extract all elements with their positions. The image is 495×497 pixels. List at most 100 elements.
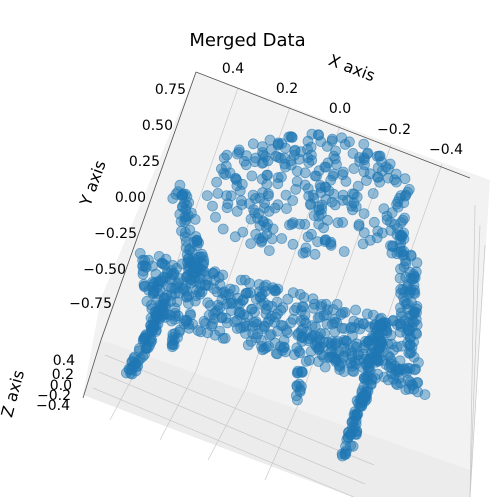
data-point <box>411 377 423 388</box>
grid-line <box>469 204 476 497</box>
data-point <box>229 231 241 243</box>
data-point <box>337 166 349 178</box>
data-point <box>320 298 332 310</box>
data-point <box>396 311 407 323</box>
data-point <box>313 165 325 177</box>
data-point <box>176 225 187 237</box>
data-point <box>222 198 234 210</box>
data-point <box>231 314 243 326</box>
data-point <box>182 297 194 309</box>
data-point <box>281 203 292 215</box>
pane-floor <box>83 340 470 497</box>
data-point <box>183 290 195 302</box>
data-point <box>263 205 275 217</box>
data-point <box>339 138 351 150</box>
data-point <box>406 379 417 390</box>
y-tick-label: −0.50 <box>83 262 126 278</box>
data-point <box>207 200 218 212</box>
data-point <box>296 325 307 336</box>
data-point <box>278 341 290 353</box>
data-point <box>262 300 274 311</box>
data-point <box>224 167 236 179</box>
grid-line <box>159 370 197 441</box>
data-point <box>195 279 207 291</box>
data-point <box>288 149 300 161</box>
data-point <box>325 236 337 248</box>
data-point <box>309 321 321 333</box>
data-point <box>326 135 338 147</box>
data-point <box>395 237 407 249</box>
data-point <box>367 188 379 199</box>
data-point <box>167 338 179 350</box>
data-point <box>266 300 278 312</box>
tick-labels: 0.40.20.0−0.2−0.40.750.500.250.00−0.25−0… <box>36 61 463 414</box>
z-tick-label: 0.4 <box>53 353 75 369</box>
data-point <box>299 309 311 321</box>
data-point <box>266 310 277 322</box>
data-point <box>320 193 332 205</box>
grid-line <box>92 387 355 497</box>
data-point <box>261 178 273 190</box>
data-point <box>264 313 276 325</box>
data-point <box>340 175 352 187</box>
data-point <box>360 335 371 347</box>
data-point <box>247 189 259 201</box>
data-point <box>208 308 219 320</box>
data-point <box>409 288 421 299</box>
data-point <box>190 231 202 242</box>
data-point <box>257 232 269 244</box>
data-point <box>234 185 246 197</box>
data-point <box>256 141 268 153</box>
data-point <box>234 308 246 320</box>
data-point <box>346 350 358 362</box>
data-point <box>300 355 312 367</box>
data-point <box>395 307 407 319</box>
data-point <box>299 218 311 230</box>
data-point <box>138 278 150 290</box>
data-point <box>194 288 206 300</box>
data-point <box>221 317 233 329</box>
data-point <box>132 360 144 372</box>
data-point <box>399 173 411 185</box>
data-point <box>276 233 288 244</box>
data-point <box>246 320 258 332</box>
data-point <box>313 201 325 213</box>
data-point <box>390 168 402 180</box>
data-point <box>337 216 349 228</box>
data-point <box>358 208 370 220</box>
data-point <box>133 345 145 357</box>
data-point <box>336 132 348 144</box>
y-tick-label: −0.75 <box>69 296 112 312</box>
data-point <box>262 218 273 230</box>
data-point <box>305 141 317 153</box>
data-point <box>220 289 232 301</box>
data-point <box>295 380 307 392</box>
data-point <box>309 248 321 260</box>
data-point <box>221 298 233 310</box>
y-tick-label: 0.00 <box>115 190 146 206</box>
data-point <box>331 298 343 310</box>
data-point <box>363 361 375 373</box>
data-point <box>391 379 403 391</box>
data-point <box>408 273 420 285</box>
data-point <box>180 188 191 200</box>
data-point <box>287 195 299 206</box>
data-point <box>269 285 281 297</box>
data-point <box>221 202 233 214</box>
data-point <box>192 325 204 336</box>
data-point <box>266 233 278 245</box>
data-point <box>358 154 370 166</box>
data-point <box>297 247 309 259</box>
data-point <box>246 170 258 182</box>
grid-line <box>469 224 481 497</box>
data-point <box>236 178 248 190</box>
data-point <box>334 364 346 376</box>
data-point <box>123 363 135 375</box>
x-tick-label: −0.2 <box>377 122 411 138</box>
chart-title: Merged Data <box>189 30 306 51</box>
data-point <box>235 274 247 286</box>
data-point <box>181 199 193 211</box>
data-point <box>290 183 302 195</box>
data-point <box>319 361 331 373</box>
data-point <box>338 246 350 257</box>
